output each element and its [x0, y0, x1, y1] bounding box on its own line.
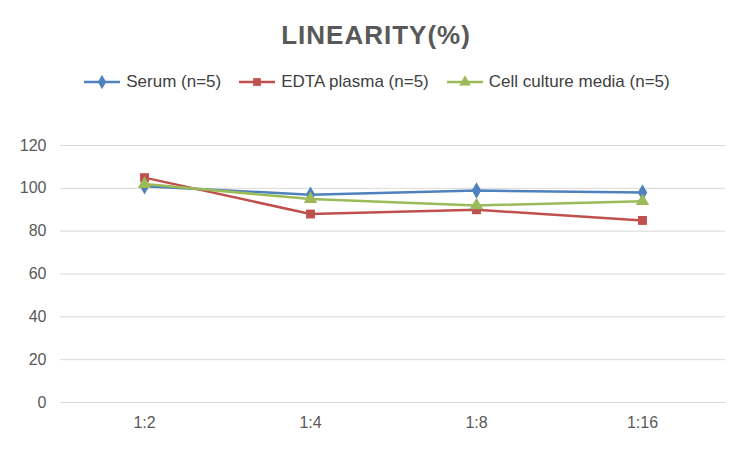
html-text:LINEARITY(%): LINEARITY(%)	[281, 20, 471, 50]
svg-text:60: 60	[29, 265, 47, 282]
svg-text:1:4: 1:4	[299, 414, 321, 431]
svg-text:80: 80	[29, 222, 47, 239]
svg-text:40: 40	[29, 308, 47, 325]
html-text:Cell culture media (n=5): Cell culture media (n=5)	[488, 71, 670, 91]
svg-text:100: 100	[20, 179, 47, 196]
svg-text:120: 120	[20, 137, 47, 154]
svg-text:1:8: 1:8	[465, 414, 487, 431]
html-text:EDTA plasma (n=5): EDTA plasma (n=5)	[281, 71, 429, 91]
svg-text:0: 0	[38, 394, 47, 411]
html-text:Serum (n=5): Serum (n=5)	[126, 71, 222, 91]
svg-text:1:16: 1:16	[627, 414, 658, 431]
svg-text:1:2: 1:2	[133, 414, 155, 431]
svg-text:20: 20	[29, 351, 47, 368]
